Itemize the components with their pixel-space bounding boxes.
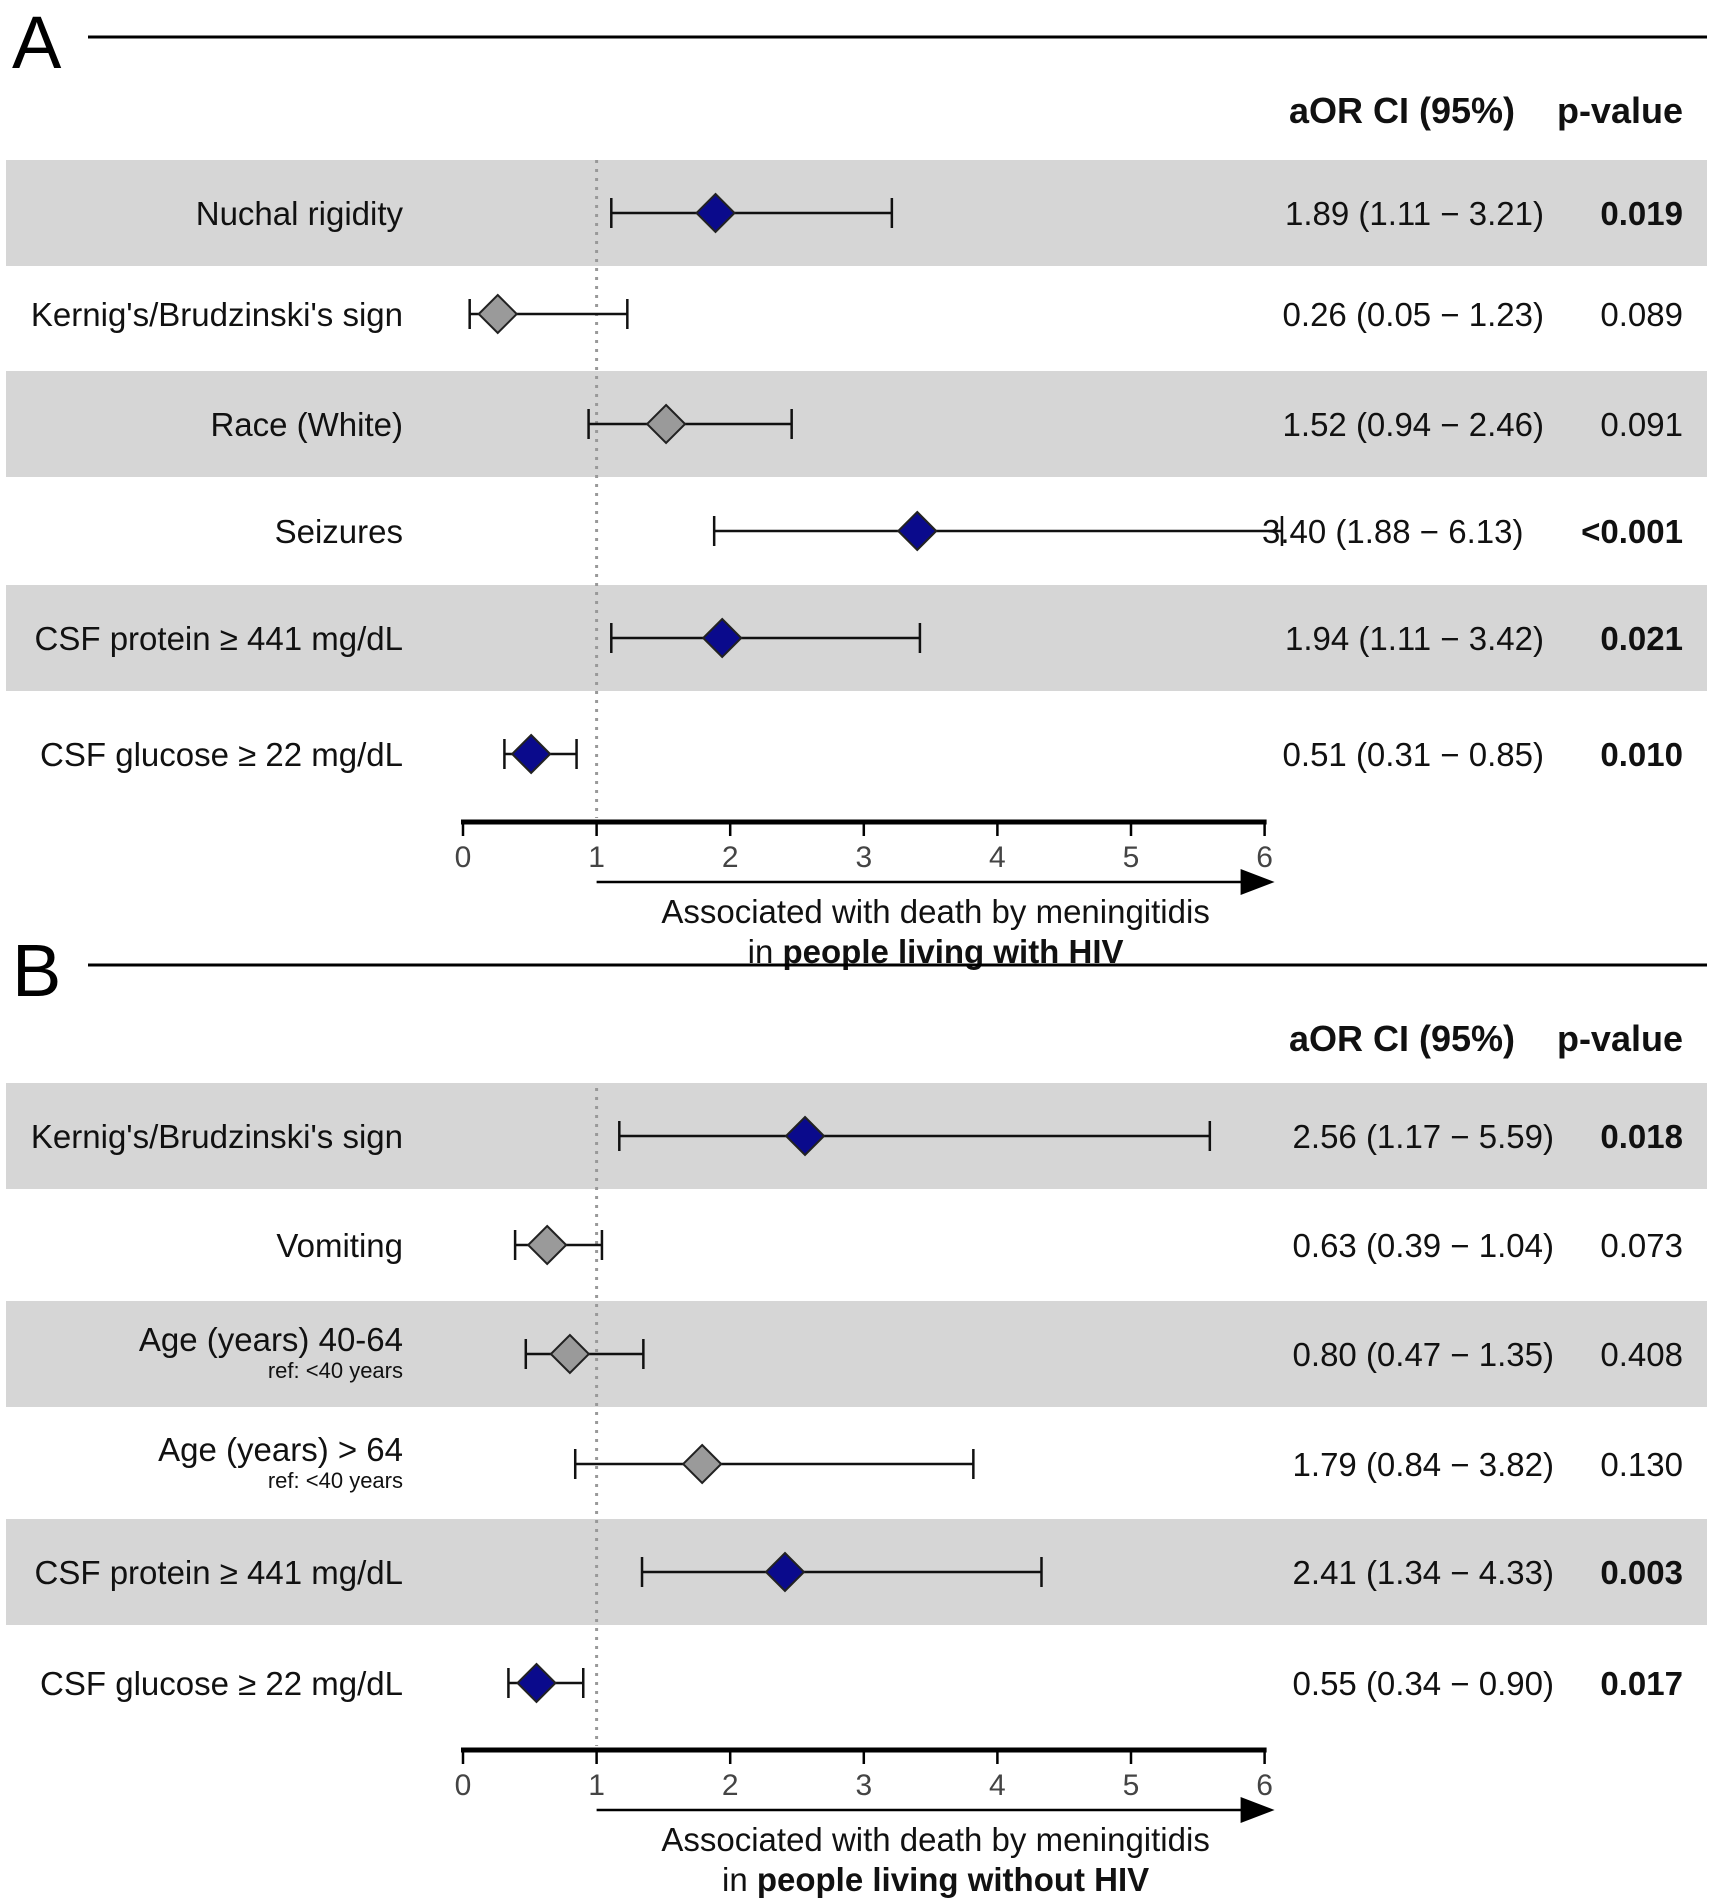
panel-label: A [12, 1, 62, 84]
x-tick-label: 6 [1256, 1769, 1273, 1802]
p-value: 0.130 [1600, 1446, 1683, 1483]
x-tick-label: 1 [588, 841, 605, 874]
row-label: Kernig's/Brudzinski's sign [31, 296, 403, 333]
point-estimate-diamond [701, 617, 743, 659]
p-value: 0.021 [1600, 620, 1683, 657]
forest-row: CSF protein ≥ 441 mg/dL 1.94 (1.11 − 3.42… [35, 617, 1683, 659]
point-estimate-diamond [681, 1443, 723, 1485]
ci-value: 1.94 (1.11 − 3.42) [1285, 620, 1544, 657]
header-p-value: p-value [1557, 90, 1683, 131]
p-value: <0.001 [1581, 513, 1683, 550]
ci-value: 0.63 (0.39 − 1.04) [1293, 1227, 1554, 1264]
ci-value: 2.41 (1.34 − 4.33) [1293, 1554, 1554, 1591]
forest-row: CSF glucose ≥ 22 mg/dL 0.51 (0.31 − 0.85)… [40, 733, 1683, 775]
x-tick-label: 4 [989, 1769, 1006, 1802]
row-label: Kernig's/Brudzinski's sign [31, 1118, 403, 1155]
x-tick-label: 3 [855, 841, 872, 874]
p-value: 0.408 [1600, 1336, 1683, 1373]
direction-arrow-head [1240, 1797, 1275, 1823]
p-value: 0.091 [1600, 406, 1683, 443]
x-tick-label: 0 [455, 1769, 472, 1802]
forest-row: Seizures 3.40 (1.88 − 6.13) <0.001 [275, 510, 1683, 552]
forest-row: Kernig's/Brudzinski's sign 2.56 (1.17 − 5… [31, 1115, 1683, 1157]
ci-value: 0.26 (0.05 − 1.23) [1283, 296, 1544, 333]
row-label: Race (White) [210, 406, 403, 443]
point-estimate-diamond [516, 1662, 557, 1704]
p-value: 0.017 [1600, 1665, 1683, 1702]
x-tick-label: 1 [588, 1769, 605, 1802]
x-tick-label: 5 [1123, 1769, 1140, 1802]
point-estimate-diamond [549, 1333, 591, 1375]
forest-row: Nuchal rigidity 1.89 (1.11 − 3.21) 0.019 [196, 192, 1683, 234]
row-band [6, 1301, 1707, 1407]
p-value: 0.019 [1600, 195, 1683, 232]
point-estimate-diamond [784, 1115, 826, 1157]
point-estimate-diamond [645, 403, 687, 445]
panel-label: B [12, 929, 61, 1012]
row-sublabel: ref: <40 years [268, 1468, 403, 1493]
ci-value: 0.80 (0.47 − 1.35) [1293, 1336, 1554, 1373]
x-tick-label: 3 [855, 1769, 872, 1802]
ci-value: 0.55 (0.34 − 0.90) [1293, 1665, 1554, 1702]
row-label: CSF glucose ≥ 22 mg/dL [40, 1665, 403, 1702]
forest-row: CSF protein ≥ 441 mg/dL 2.41 (1.34 − 4.33… [35, 1551, 1683, 1593]
ci-value: 1.52 (0.94 − 2.46) [1283, 406, 1544, 443]
forest-row: Race (White) 1.52 (0.94 − 2.46) 0.091 [210, 403, 1683, 445]
row-label: CSF glucose ≥ 22 mg/dL [40, 736, 403, 773]
row-band [6, 371, 1707, 477]
x-axis-caption-population: people living without HIV [757, 1861, 1149, 1898]
ci-value: 3.40 (1.88 − 6.13) [1262, 513, 1523, 550]
point-estimate-diamond [764, 1551, 806, 1593]
ci-value: 0.51 (0.31 − 0.85) [1283, 736, 1544, 773]
point-estimate-diamond [510, 733, 552, 775]
row-label: Nuchal rigidity [196, 195, 404, 232]
p-value: 0.089 [1600, 296, 1683, 333]
point-estimate-diamond [896, 510, 938, 552]
forest-row: Kernig's/Brudzinski's sign 0.26 (0.05 − 1… [31, 293, 1683, 335]
header-ci: aOR CI (95%) [1289, 90, 1515, 131]
row-label: CSF protein ≥ 441 mg/dL [35, 1554, 403, 1591]
header-ci: aOR CI (95%) [1289, 1018, 1515, 1059]
ci-value: 2.56 (1.17 − 5.59) [1293, 1118, 1554, 1155]
x-axis-caption-line1: Associated with death by meningitidis [661, 893, 1209, 930]
ci-value: 1.79 (0.84 − 3.82) [1293, 1446, 1554, 1483]
row-sublabel: ref: <40 years [268, 1358, 403, 1383]
x-axis-caption-line2: in people living without HIV [722, 1861, 1149, 1898]
row-label: Vomiting [276, 1227, 403, 1264]
point-estimate-diamond [526, 1224, 568, 1266]
x-axis-caption-line1: Associated with death by meningitidis [661, 1821, 1209, 1858]
header-p-value: p-value [1557, 1018, 1683, 1059]
x-tick-label: 2 [722, 841, 739, 874]
x-tick-label: 0 [455, 841, 472, 874]
point-estimate-diamond [695, 192, 736, 234]
ci-value: 1.89 (1.11 − 3.21) [1285, 195, 1544, 232]
x-axis-caption-prefix: in [722, 1861, 757, 1898]
x-tick-label: 4 [989, 841, 1006, 874]
row-label: Age (years) > 64 [158, 1431, 403, 1468]
x-tick-label: 6 [1256, 841, 1273, 874]
point-estimate-diamond [477, 293, 519, 335]
forest-row: CSF glucose ≥ 22 mg/dL 0.55 (0.34 − 0.90)… [40, 1662, 1683, 1704]
x-tick-label: 2 [722, 1769, 739, 1802]
row-label: CSF protein ≥ 441 mg/dL [35, 620, 403, 657]
direction-arrow-head [1240, 869, 1275, 895]
row-label: Seizures [275, 513, 403, 550]
p-value: 0.018 [1600, 1118, 1683, 1155]
x-tick-label: 5 [1123, 841, 1140, 874]
row-label: Age (years) 40-64 [139, 1321, 403, 1358]
forest-row: Vomiting 0.63 (0.39 − 1.04) 0.073 [276, 1224, 1683, 1266]
p-value: 0.003 [1600, 1554, 1683, 1591]
p-value: 0.010 [1600, 736, 1683, 773]
p-value: 0.073 [1600, 1227, 1683, 1264]
